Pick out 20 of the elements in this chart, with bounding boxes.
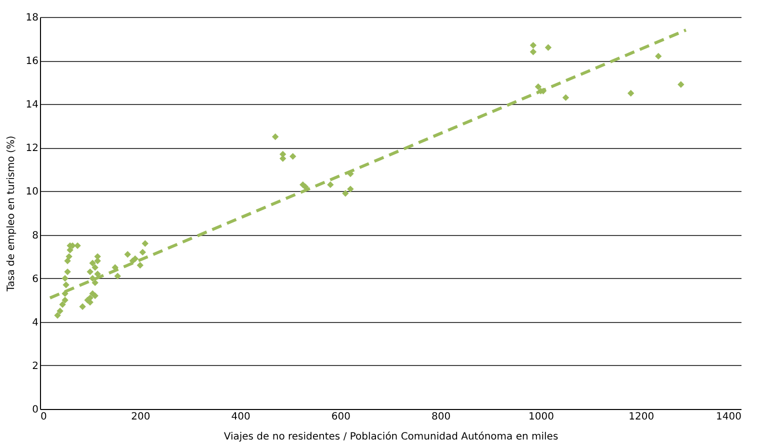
y-tick-label: 14 xyxy=(26,100,38,111)
y-axis-title: Tasa de empleo en turismo (%) xyxy=(6,136,17,292)
y-tick-label: 8 xyxy=(32,230,38,242)
x-tick-label: 1200 xyxy=(628,412,654,422)
x-tick-label: 1000 xyxy=(528,412,554,422)
x-tick-label: 600 xyxy=(331,412,350,422)
y-tick-label: 18 xyxy=(26,12,38,24)
x-tick-label: 0 xyxy=(40,412,47,422)
y-tick-label: 10 xyxy=(26,186,38,198)
y-tick-label: 16 xyxy=(26,56,38,68)
x-tick-label: 200 xyxy=(131,412,150,422)
x-tick-label: 400 xyxy=(231,412,250,422)
x-tick-label: 800 xyxy=(432,412,451,422)
y-tick-label: 12 xyxy=(26,143,38,154)
y-tick-label: 2 xyxy=(32,360,38,372)
y-tick-label: 6 xyxy=(32,274,38,285)
x-axis-title: Viajes de no residentes / Población Comunidad Autónoma en miles xyxy=(224,432,558,442)
x-tick-label: 1400 xyxy=(716,412,742,422)
y-tick-label: 0 xyxy=(32,404,38,416)
y-tick-label: 4 xyxy=(32,317,38,328)
